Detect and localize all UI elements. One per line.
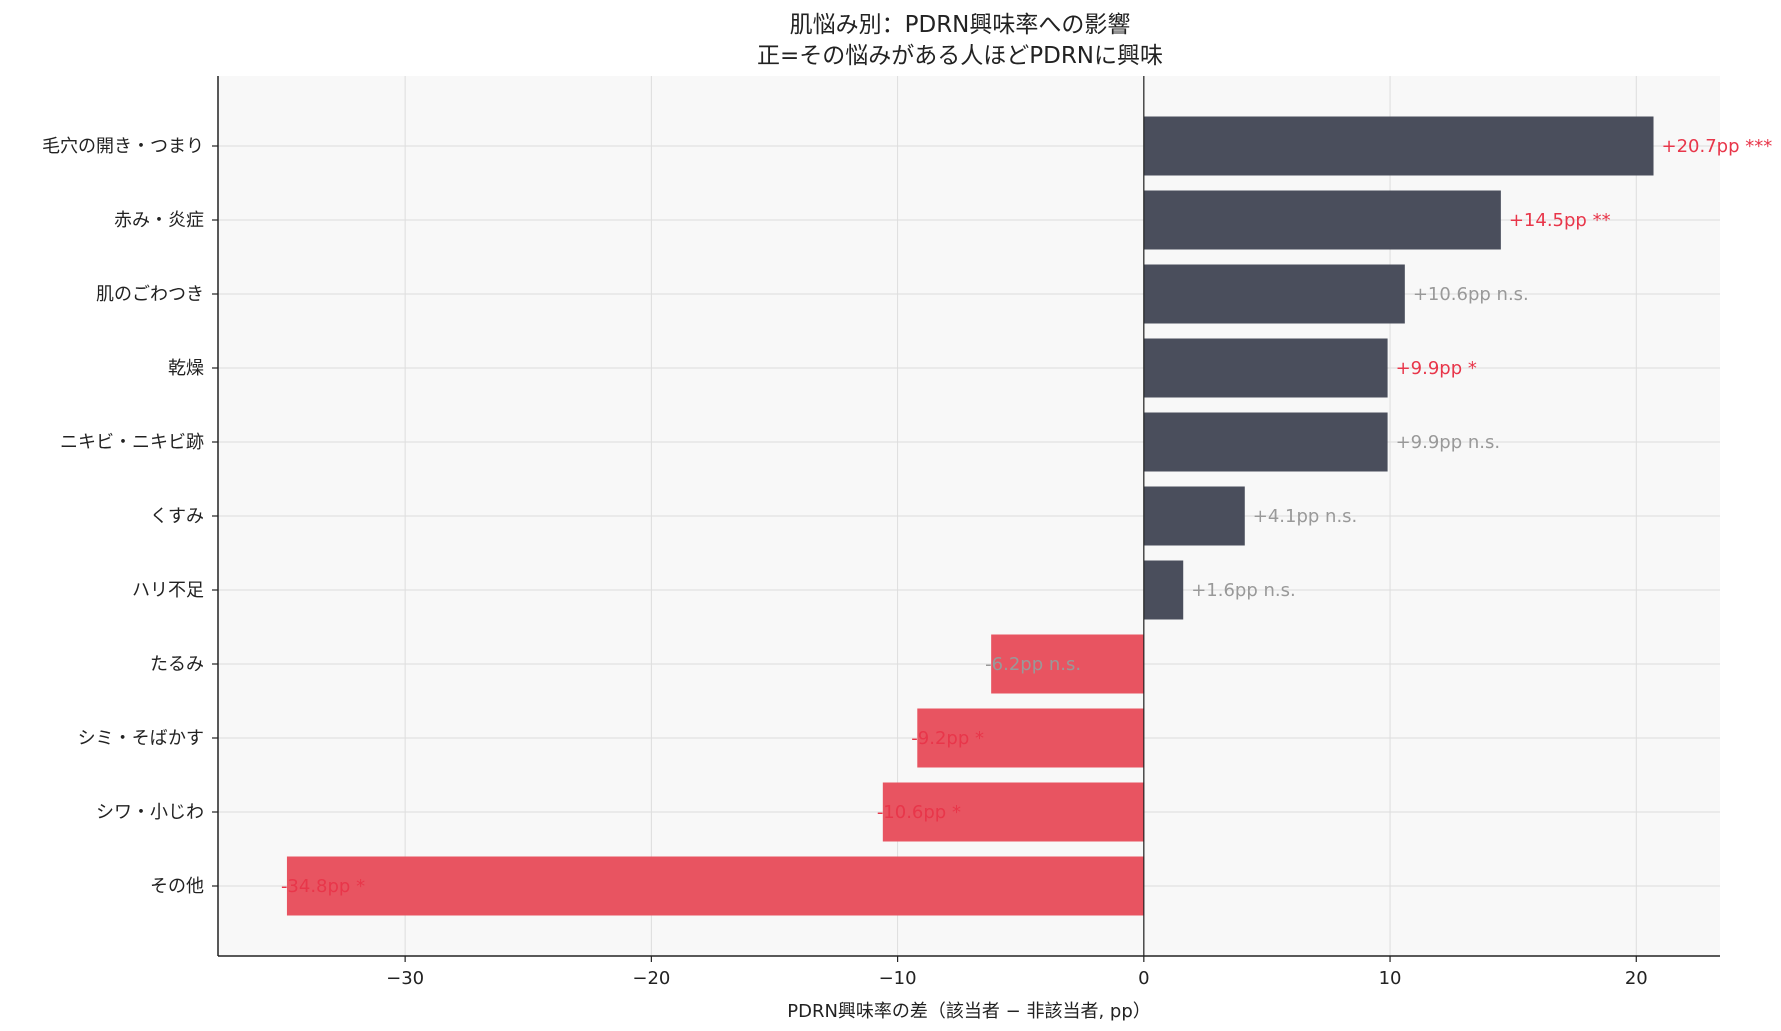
category-label: くすみ xyxy=(150,506,204,527)
bar xyxy=(1143,486,1245,546)
category-label: 赤み・炎症 xyxy=(114,210,204,231)
category-label: 乾燥 xyxy=(168,358,204,379)
bar xyxy=(1143,116,1654,176)
data-label: +20.7pp *** xyxy=(1662,136,1773,157)
data-label: +1.6pp n.s. xyxy=(1191,580,1296,601)
chart-title-line1: 肌悩み別：PDRN興味率への影響 xyxy=(790,12,1131,38)
bar xyxy=(1143,264,1405,324)
axes-group: −30 −20 −10 0 10 20 毛穴の開き・つまり赤み・炎症肌のごわつき乾燥ニキビ・… xyxy=(42,76,1720,989)
category-label: その他 xyxy=(150,876,204,897)
bar xyxy=(991,634,1144,694)
data-label: +10.6pp n.s. xyxy=(1413,284,1529,305)
data-label: -6.2pp n.s. xyxy=(985,654,1081,675)
bar xyxy=(1143,190,1501,250)
category-label: シミ・そばかす xyxy=(78,728,204,749)
chart-title-line2: 正=その悩みがある人ほどPDRNに興味 xyxy=(757,43,1163,69)
x-tick-label: 10 xyxy=(1379,968,1402,989)
category-label: 毛穴の開き・つまり xyxy=(42,136,204,157)
bar xyxy=(917,708,1144,768)
x-tick-label: −20 xyxy=(632,968,670,989)
x-tick-label: −30 xyxy=(386,968,424,989)
data-label: +9.9pp * xyxy=(1396,358,1477,379)
bar xyxy=(1143,338,1388,398)
bar xyxy=(1143,412,1388,472)
x-tick-label: −10 xyxy=(879,968,917,989)
data-labels-group: +20.7pp *** +14.5pp ** +10.6pp n.s. +9.9pp … xyxy=(281,136,1772,897)
category-label: ニキビ・ニキビ跡 xyxy=(60,432,204,453)
bar xyxy=(882,782,1144,842)
x-tick-label: 0 xyxy=(1138,968,1149,989)
bar xyxy=(286,856,1144,916)
category-label: ハリ不足 xyxy=(132,580,204,601)
category-label: シワ・小じわ xyxy=(96,802,204,823)
data-label: -34.8pp * xyxy=(281,876,365,897)
data-label: +9.9pp n.s. xyxy=(1396,432,1501,453)
bar xyxy=(1143,560,1184,620)
data-label: +14.5pp ** xyxy=(1509,210,1611,231)
x-axis-label: PDRN興味率の差（該当者 − 非該当者, pp） xyxy=(787,1001,1151,1022)
category-label: たるみ xyxy=(150,654,204,675)
x-tick-label: 20 xyxy=(1625,968,1648,989)
bars-group xyxy=(286,116,1654,916)
data-label: -9.2pp * xyxy=(911,728,984,749)
category-label: 肌のごわつき xyxy=(96,284,204,305)
data-label: +4.1pp n.s. xyxy=(1253,506,1358,527)
data-label: -10.6pp * xyxy=(877,802,961,823)
